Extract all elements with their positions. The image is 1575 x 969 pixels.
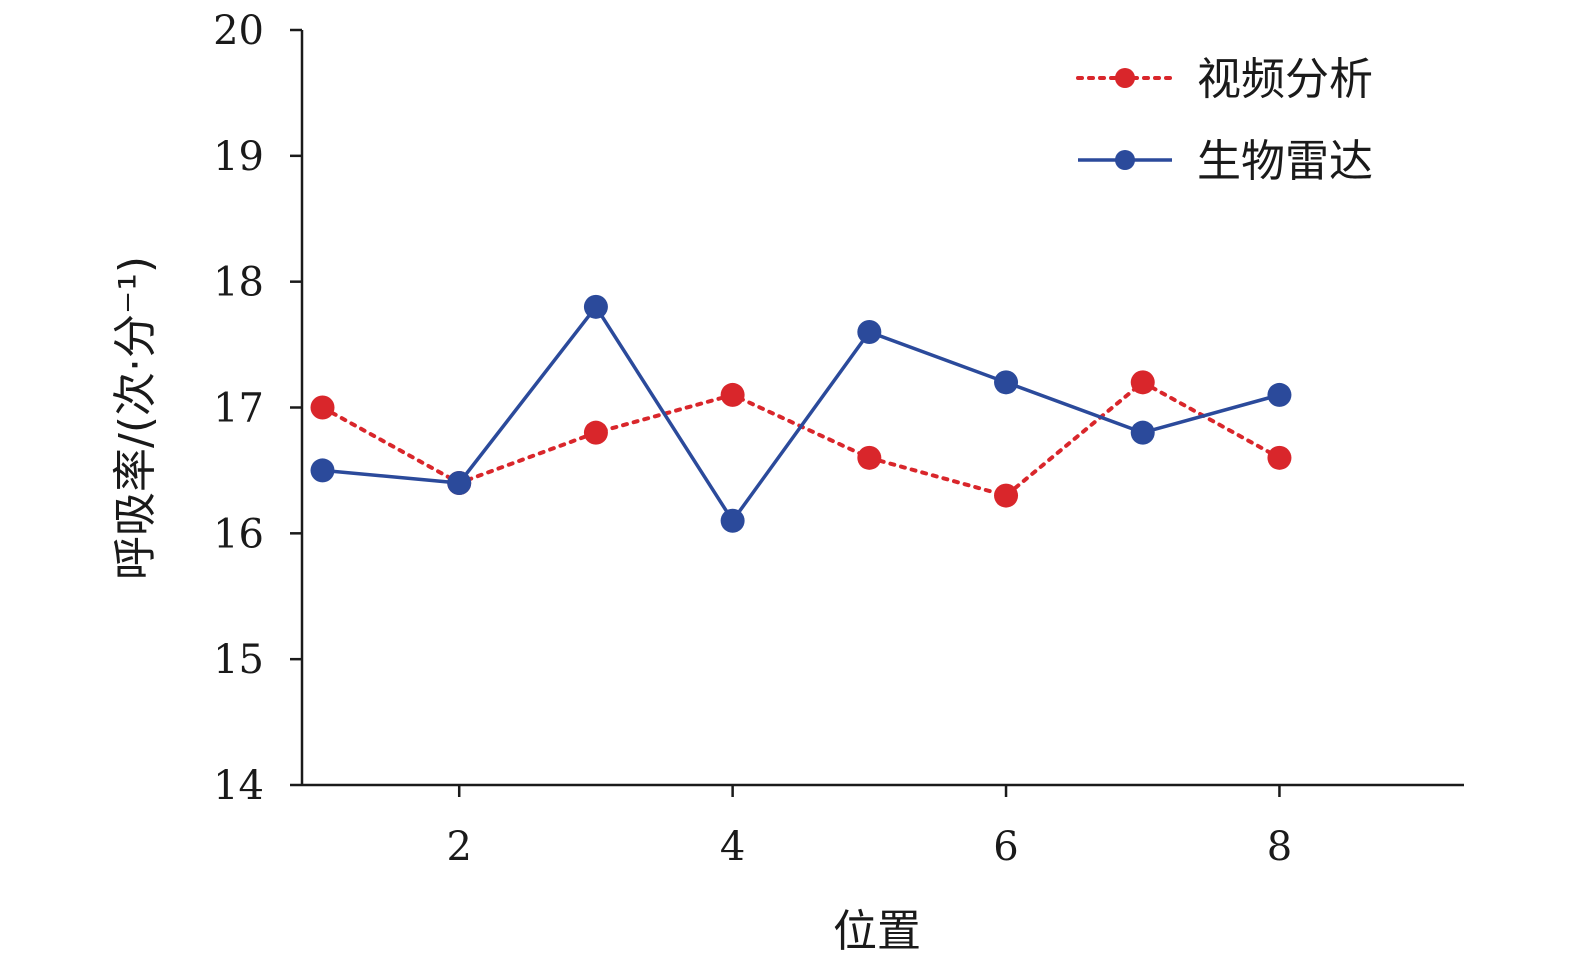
series-lines <box>310 294 1292 533</box>
y-ticks: 14 15 16 17 18 19 20 <box>213 8 302 809</box>
data-point <box>857 445 882 470</box>
data-point <box>310 458 335 483</box>
data-point <box>994 370 1019 395</box>
legend-swatch-marker <box>1115 150 1135 170</box>
x-tick-label: 8 <box>1267 824 1292 870</box>
data-point <box>583 420 608 445</box>
data-point <box>1267 445 1292 470</box>
y-tick-label: 14 <box>213 763 264 809</box>
x-tick-label: 2 <box>446 824 471 870</box>
legend-item-radar: 生物雷达 <box>1078 136 1373 187</box>
data-point <box>1130 420 1155 445</box>
legend: 视频分析 生物雷达 <box>1076 54 1373 187</box>
data-point <box>1130 370 1155 395</box>
x-tick-label: 4 <box>720 824 745 870</box>
y-tick-label: 18 <box>213 260 264 306</box>
y-axis-title: 呼吸率/(次·分⁻¹) <box>110 256 161 580</box>
x-ticks: 2 4 6 8 <box>446 785 1292 870</box>
data-point <box>720 382 745 407</box>
y-tick-label: 17 <box>213 386 264 432</box>
legend-label: 生物雷达 <box>1197 136 1373 187</box>
axes: 14 15 16 17 18 19 20 2 4 6 8 <box>213 8 1464 870</box>
data-point <box>1267 382 1292 407</box>
series-line <box>322 303 1280 524</box>
y-tick-label: 16 <box>213 511 264 557</box>
series-bioradar <box>310 294 1292 533</box>
x-axis-title: 位置 <box>833 906 921 957</box>
x-tick-label: 6 <box>993 824 1018 870</box>
data-point <box>857 320 882 344</box>
y-tick-label: 19 <box>213 134 264 180</box>
y-tick-label: 15 <box>213 637 264 683</box>
data-point <box>583 294 608 319</box>
data-point <box>720 508 745 533</box>
data-point <box>994 483 1019 508</box>
data-point <box>310 395 335 420</box>
legend-item-video: 视频分析 <box>1076 54 1373 105</box>
legend-swatch-marker <box>1115 68 1135 88</box>
legend-label: 视频分析 <box>1197 54 1373 105</box>
data-point <box>447 471 472 495</box>
y-tick-label: 20 <box>213 8 264 54</box>
